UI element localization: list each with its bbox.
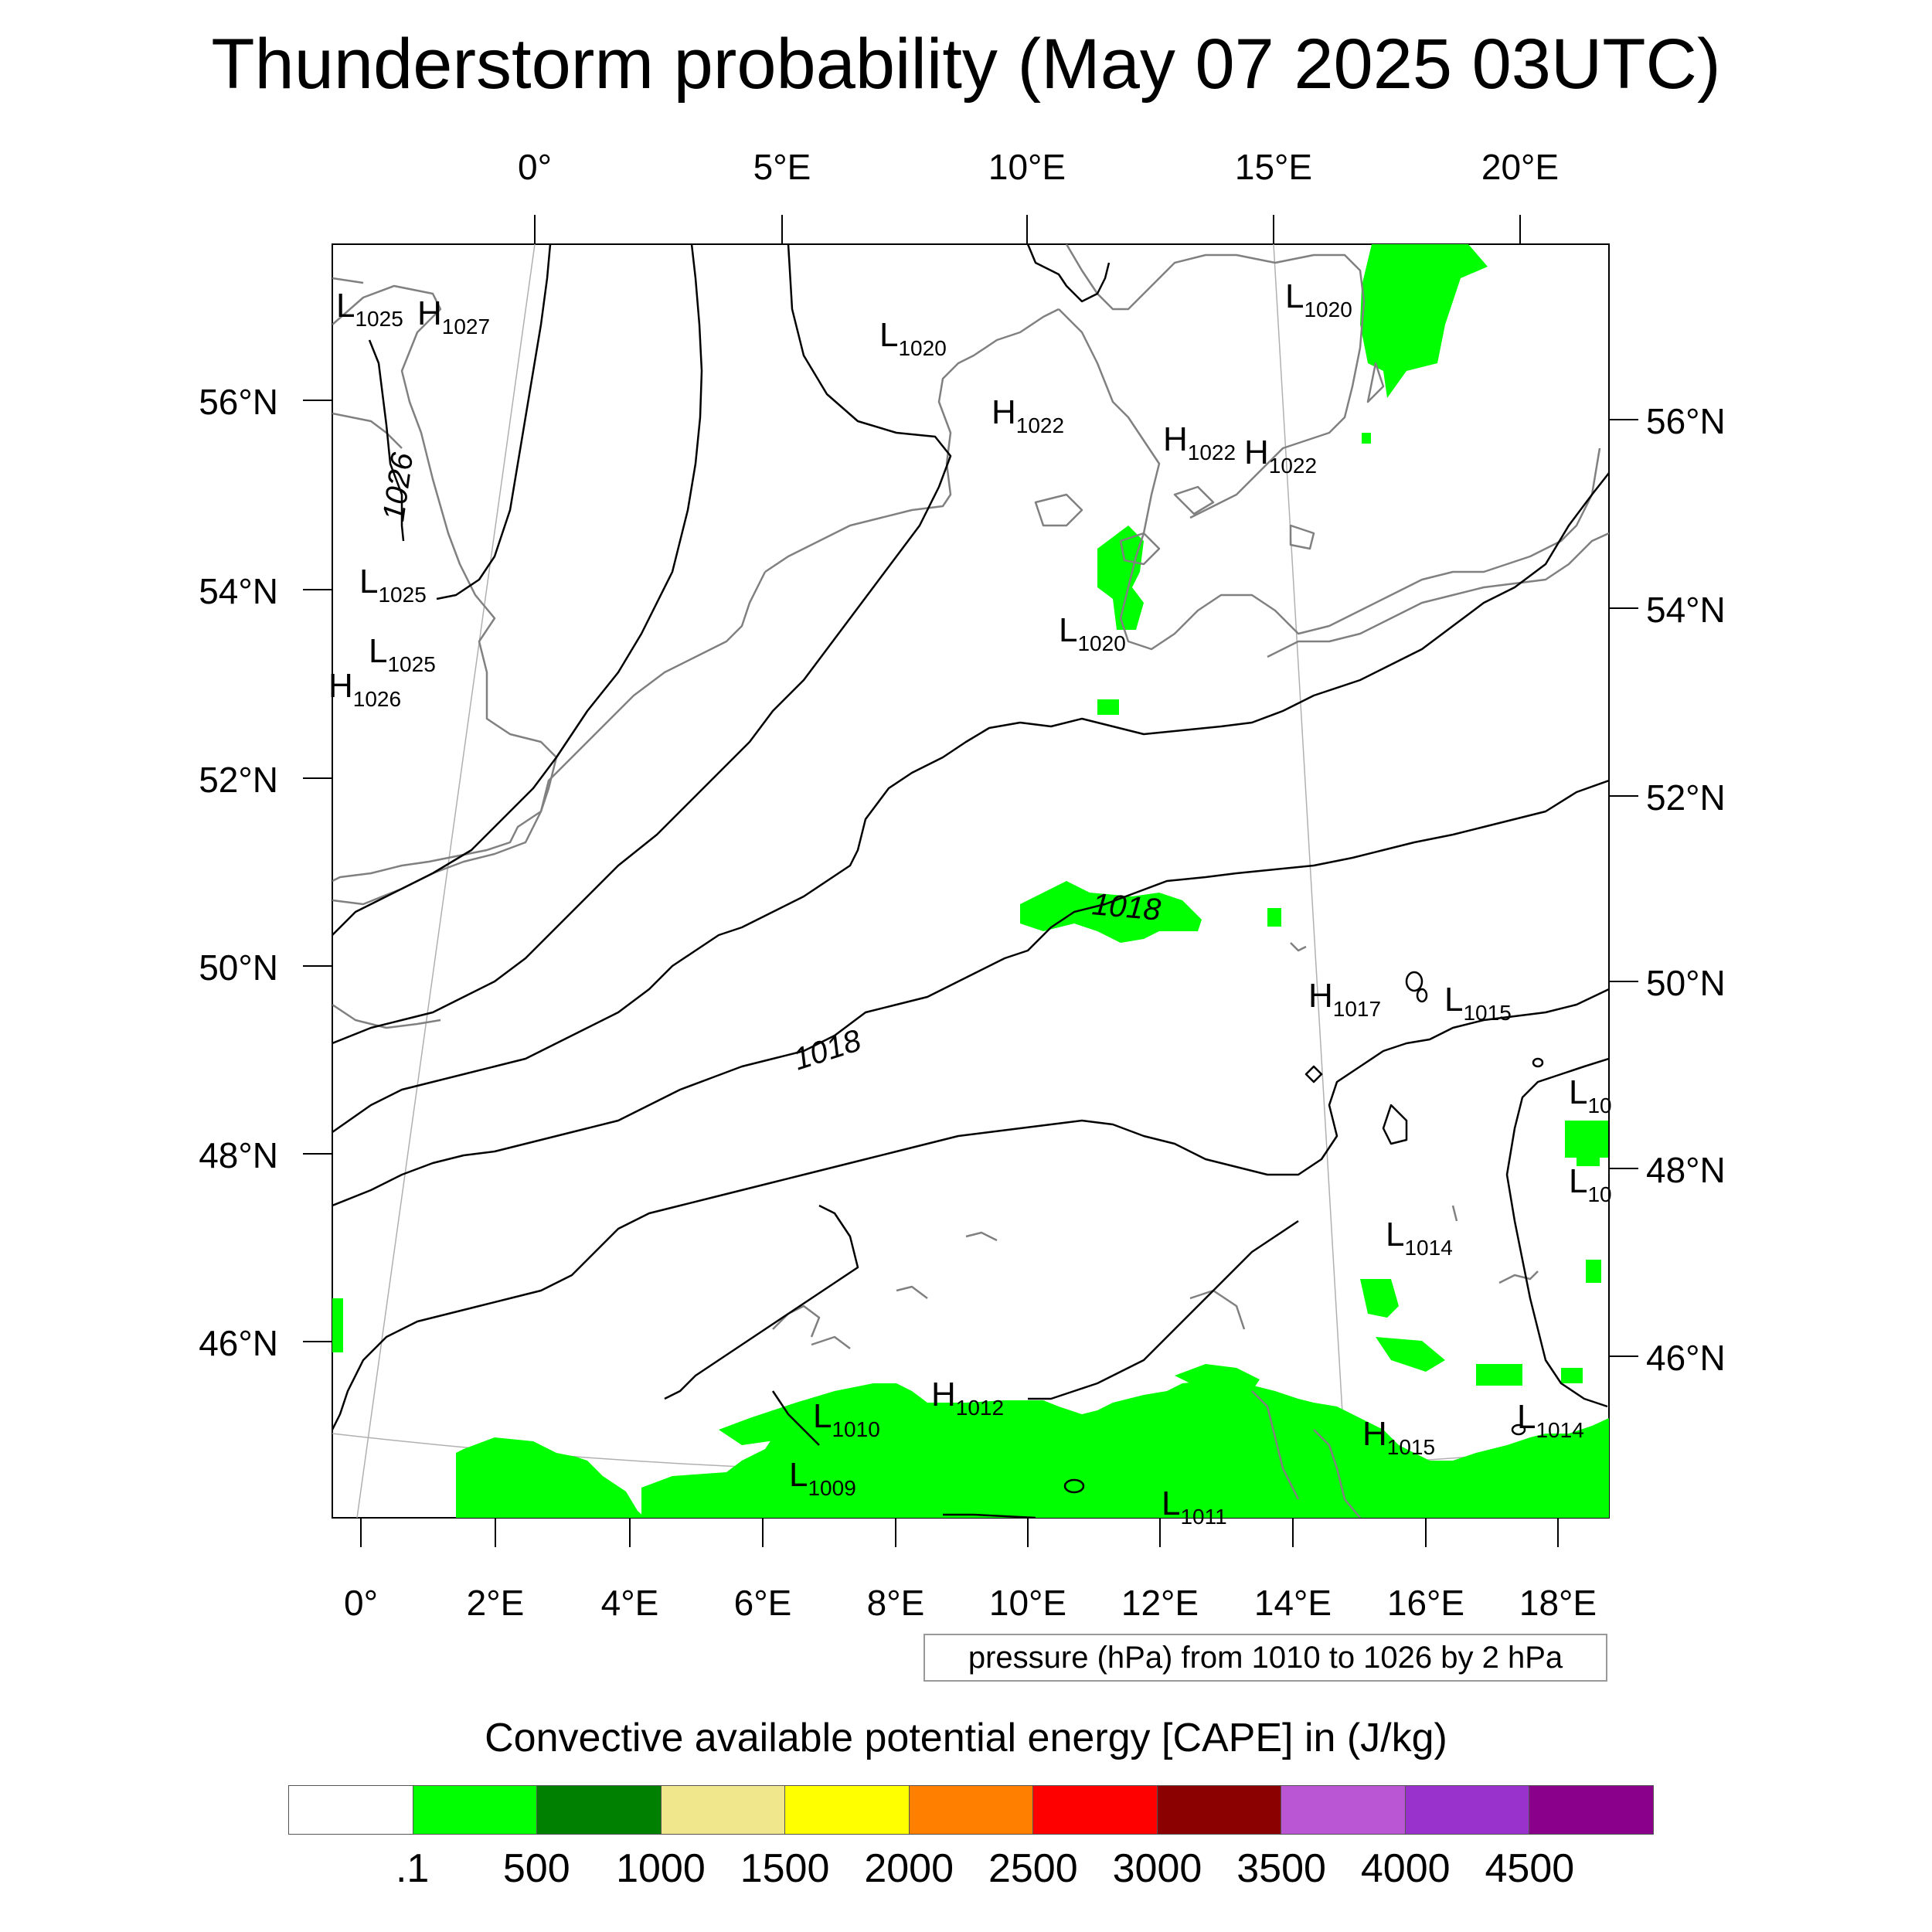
bottom-lon-tick: 0° [344,1583,378,1623]
low-pressure-label: L1020 [879,316,947,360]
colorbar-swatch [537,1786,662,1834]
colorbar-swatch [909,1786,1034,1834]
isobar-label-1018: 1018 [789,1023,866,1077]
cape-shading [332,244,1609,1518]
low-pressure-label: L1020 [1059,611,1126,655]
colorbar-swatch [1157,1786,1282,1834]
isobars [332,244,1609,1518]
bottom-lon-tick: 6°E [733,1583,792,1623]
high-pressure-label: H1022 [1163,420,1236,464]
high-pressure-label: H1017 [1308,977,1381,1021]
low-pressure-label: L1014 [1517,1398,1584,1442]
bottom-lon-tick: 2°E [466,1583,525,1623]
isobar-labels: 1026 1018 1018 [376,450,1162,1077]
bottom-lon-tick: 8°E [866,1583,925,1623]
map-frame [303,215,1638,1547]
low-pressure-label: L10 [1569,1162,1612,1206]
left-lat-tick: 50°N [199,947,278,988]
graticule [332,244,1609,1518]
colorbar-label: 3500 [1236,1846,1326,1891]
right-lat-tick: 56°N [1646,401,1726,441]
bottom-lon-tick: 12°E [1121,1583,1199,1623]
right-lat-tick: 54°N [1646,590,1726,630]
bottom-lon-tick: 16°E [1386,1583,1465,1623]
right-lat-tick: 46°N [1646,1338,1726,1378]
colorbar-label: 4000 [1360,1846,1451,1891]
isobar-label-1026: 1026 [376,450,420,523]
colorbar-label: 1000 [616,1846,706,1891]
high-pressure-label: H1012 [931,1376,1004,1420]
colorbar-swatch [1405,1786,1530,1834]
right-lat-tick: 50°N [1646,963,1726,1003]
left-lat-tick: 56°N [199,382,278,422]
colorbar-swatch [785,1786,910,1834]
left-lat-tick: 54°N [199,571,278,611]
top-lon-tick: 10°E [988,147,1066,187]
colorbar-title: Convective available potential energy [C… [485,1716,1447,1760]
high-pressure-label: H1022 [992,393,1064,437]
high-pressure-label: H1026 [328,667,401,711]
left-lat-tick: 46°N [199,1323,278,1363]
bottom-lon-tick: 14°E [1253,1583,1332,1623]
low-pressure-label: L1025 [369,632,436,676]
left-lat-tick: 52°N [199,760,278,800]
low-pressure-label: L1020 [1285,277,1352,321]
right-lat-tick: 52°N [1646,777,1726,818]
chart-title: Thunderstorm probability (May 07 2025 03… [211,25,1721,104]
high-pressure-label: H1022 [1244,434,1317,478]
bottom-lon-tick: 10°E [988,1583,1067,1623]
colorbar-swatch [1033,1786,1158,1834]
right-lat-tick: 48°N [1646,1150,1726,1190]
top-lon-tick: 5°E [753,147,811,187]
bottom-lon-tick: 18°E [1519,1583,1597,1623]
left-lat-tick: 48°N [199,1135,278,1175]
top-lon-tick: 15°E [1234,147,1313,187]
colorbar-label: 3000 [1112,1846,1202,1891]
colorbar-label: .1 [395,1846,430,1891]
colorbar-label: 1500 [740,1846,830,1891]
bottom-lon-tick: 4°E [600,1583,659,1623]
top-lon-tick: 0° [518,147,552,187]
colorbar-label: 2500 [988,1846,1078,1891]
coastlines [332,244,1609,1518]
colorbar-label: 2000 [864,1846,954,1891]
low-pressure-label: L1015 [1444,981,1512,1025]
colorbar-label: 500 [502,1846,570,1891]
low-pressure-label: L1011 [1162,1485,1227,1529]
colorbar-swatch [289,1786,413,1834]
colorbar-swatch [413,1786,538,1834]
low-pressure-label: L1025 [336,287,403,331]
pressure-info-box: pressure (hPa) from 1010 to 1026 by 2 hP… [923,1634,1607,1682]
low-pressure-label: L1014 [1386,1216,1453,1260]
colorbar-label: 4500 [1485,1846,1575,1891]
colorbar-swatch [1281,1786,1406,1834]
colorbar-swatch [1529,1786,1654,1834]
colorbar [288,1785,1654,1835]
colorbar-swatch [661,1786,786,1834]
high-pressure-label: H1027 [417,294,490,338]
top-lon-tick: 20°E [1481,147,1560,187]
isobar-label-1018: 1018 [1090,887,1162,927]
low-pressure-label: L10 [1569,1073,1612,1117]
low-pressure-label: L1010 [813,1397,880,1441]
low-pressure-label: L1025 [359,563,427,607]
high-pressure-label: H1015 [1362,1415,1435,1459]
low-pressure-label: L1009 [789,1456,856,1500]
